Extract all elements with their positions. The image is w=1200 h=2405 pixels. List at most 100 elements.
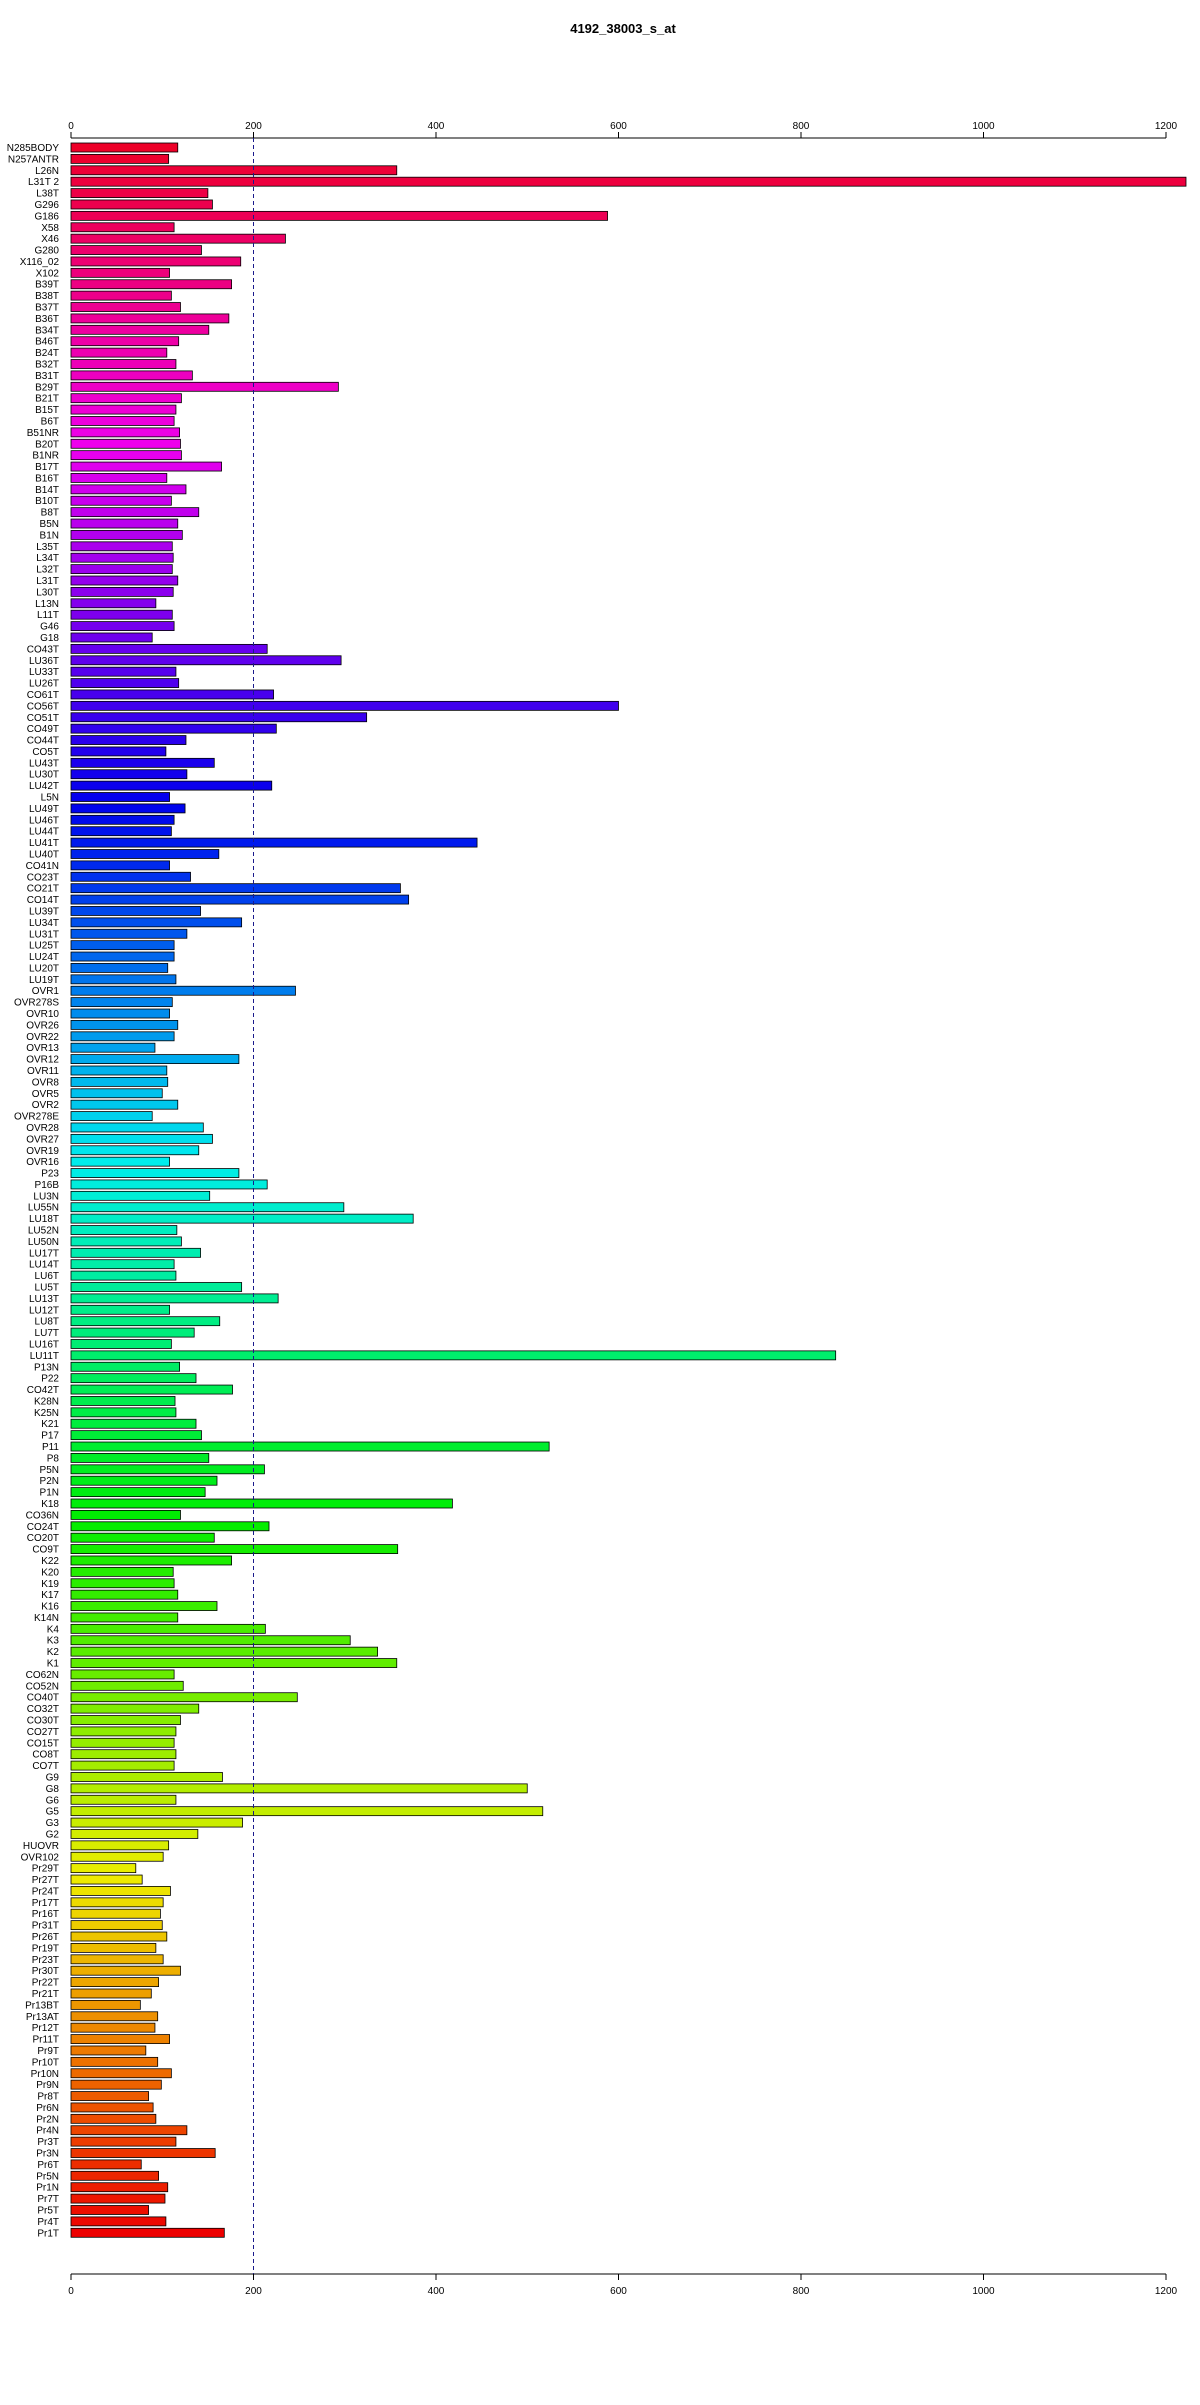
bar	[70, 438, 181, 449]
bar	[70, 2182, 169, 2193]
bar	[70, 1977, 159, 1987]
bar	[70, 1361, 180, 1372]
category-label: LU11T	[30, 1351, 59, 1362]
bar	[70, 1316, 221, 1327]
bar	[70, 1510, 181, 1520]
bar	[70, 1931, 168, 1942]
bar	[70, 1601, 218, 1611]
bar	[70, 199, 213, 210]
bar	[70, 1339, 172, 1349]
category-label: OVR8	[32, 1077, 60, 1088]
bar	[70, 1840, 170, 1851]
category-label: B8T	[41, 508, 59, 519]
category-label: LU16T	[29, 1339, 59, 1350]
category-label: CO56T	[27, 701, 59, 712]
category-label: CO27T	[27, 1727, 59, 1738]
category-label: Pr23T	[32, 1955, 59, 1966]
bar	[70, 678, 180, 688]
bar	[70, 1282, 243, 1292]
category-label: OVR102	[21, 1852, 60, 1863]
category-label: LU34T	[29, 918, 59, 929]
bar	[70, 1612, 179, 1623]
category-label: Pr5T	[37, 2205, 59, 2216]
bar	[70, 792, 170, 802]
bar	[70, 1236, 182, 1247]
category-label: B15T	[35, 405, 59, 416]
category-label: B36T	[35, 314, 59, 325]
bar	[70, 1623, 266, 1634]
category-label: B31T	[35, 371, 59, 382]
bar	[70, 1441, 550, 1452]
category-label: Pr10N	[31, 2069, 59, 2080]
bar	[70, 381, 339, 392]
bar	[70, 575, 179, 586]
category-label: LU43T	[29, 758, 59, 769]
category-label: G5	[46, 1807, 60, 1818]
category-label: B17T	[35, 462, 59, 473]
category-label: LU18T	[29, 1214, 59, 1225]
category-label: Pr5N	[36, 2171, 59, 2182]
category-label: B46T	[35, 337, 59, 348]
bar	[70, 1760, 175, 1771]
category-label: N257ANTR	[8, 154, 59, 165]
category-label: P11	[42, 1442, 59, 1453]
bar	[70, 894, 410, 905]
bar	[70, 1943, 157, 1953]
category-label: LU17T	[29, 1248, 59, 1259]
tick-label: 1200	[1155, 2286, 1178, 2297]
bar	[70, 1111, 153, 1121]
category-label: Pr16T	[32, 1909, 59, 1920]
tick-label: 600	[610, 121, 627, 132]
bar	[70, 1384, 233, 1395]
bar	[70, 997, 173, 1008]
category-label: L31T	[36, 576, 59, 587]
bar	[70, 1088, 163, 1099]
bar	[70, 313, 230, 324]
category-label: OVR22	[26, 1032, 59, 1043]
category-label: OVR26	[26, 1020, 59, 1031]
category-label: P17	[41, 1431, 59, 1442]
category-label: OVR27	[26, 1134, 59, 1145]
bar	[70, 689, 274, 700]
bar	[70, 803, 186, 814]
bar	[70, 1965, 181, 1976]
bar	[70, 302, 181, 312]
category-label: OVR2	[32, 1100, 60, 1111]
category-label: P5N	[40, 1465, 59, 1476]
bar	[70, 1487, 206, 1498]
category-label: Pr7T	[37, 2194, 59, 2205]
category-label: B37T	[35, 303, 59, 314]
bar	[70, 404, 177, 415]
bar	[70, 1817, 243, 1828]
bar	[70, 735, 187, 745]
bar	[70, 1202, 345, 1213]
category-label: P1N	[40, 1488, 59, 1499]
bar	[70, 780, 273, 791]
bar	[70, 928, 188, 939]
bar	[70, 1475, 218, 1486]
bar	[70, 1168, 240, 1178]
bar	[70, 1908, 161, 1919]
bar	[70, 1225, 178, 1235]
tick-label: 800	[793, 2286, 810, 2297]
category-label: OVR5	[32, 1089, 60, 1100]
category-label: G2	[46, 1829, 60, 1840]
category-label: LU50N	[28, 1237, 59, 1248]
bar	[70, 940, 175, 951]
category-label: K20	[41, 1567, 59, 1578]
bar	[70, 2193, 166, 2204]
category-label: LU55N	[28, 1203, 59, 1214]
bar	[70, 1407, 177, 1418]
bar	[70, 2216, 167, 2227]
bar	[70, 393, 182, 404]
bar	[70, 871, 191, 882]
bar	[70, 2125, 188, 2136]
category-label: OVR278S	[14, 998, 59, 1009]
bar	[70, 849, 220, 859]
bar	[70, 1863, 137, 1874]
bar	[70, 2136, 177, 2147]
bar	[70, 1031, 175, 1042]
category-label: L13N	[35, 599, 59, 610]
bar	[70, 769, 188, 780]
